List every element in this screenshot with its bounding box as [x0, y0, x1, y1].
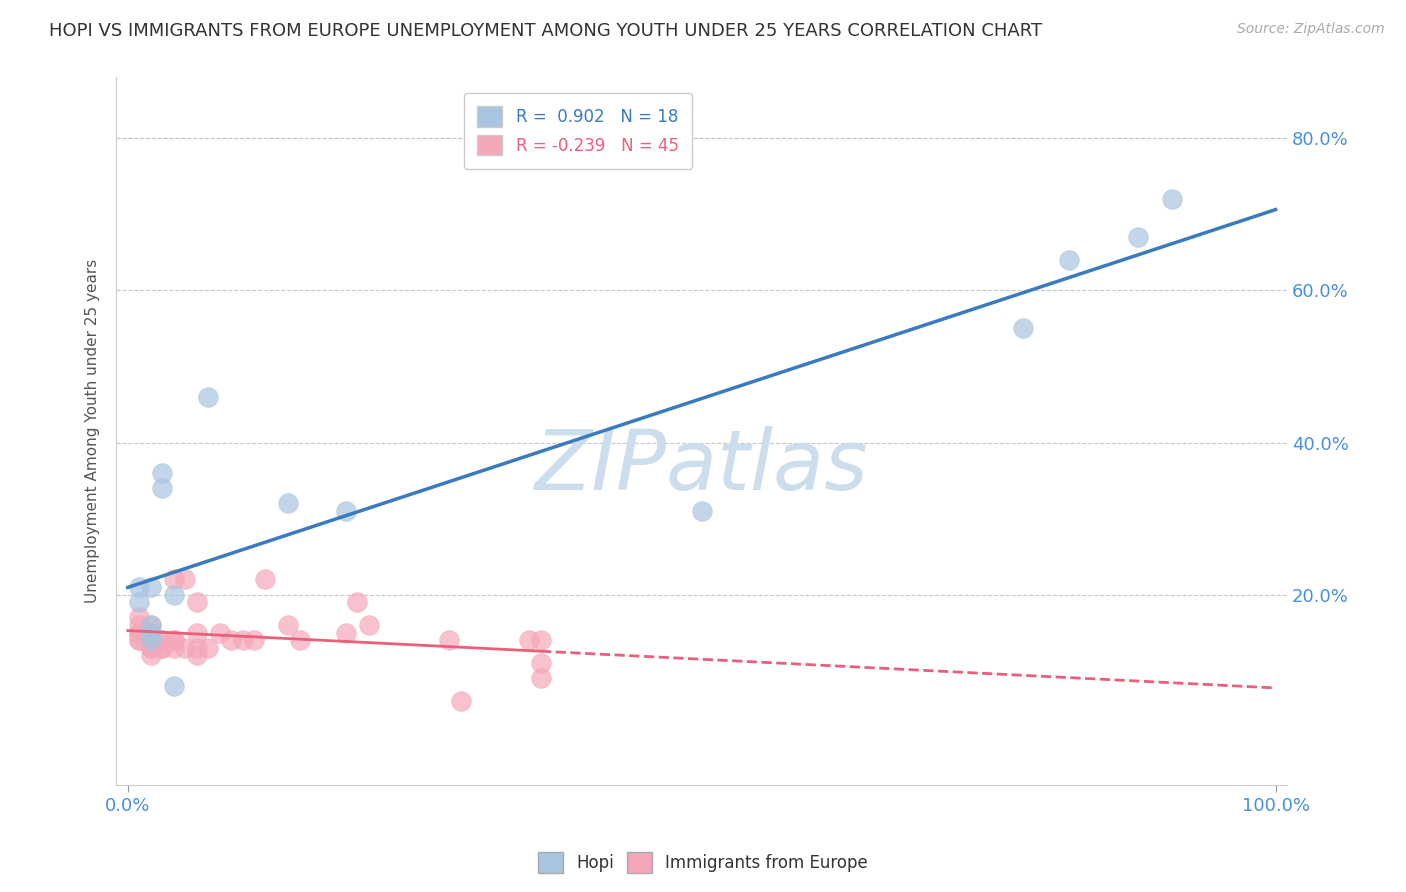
Point	[139, 618, 162, 632]
Point	[163, 633, 186, 648]
Point	[128, 595, 150, 609]
Point	[1012, 321, 1035, 335]
Point	[1161, 192, 1184, 206]
Point	[277, 618, 299, 632]
Point	[163, 640, 186, 655]
Point	[690, 504, 713, 518]
Point	[163, 588, 186, 602]
Point	[288, 633, 311, 648]
Point	[139, 633, 162, 648]
Point	[530, 656, 553, 670]
Point	[186, 648, 208, 663]
Point	[197, 640, 219, 655]
Point	[174, 640, 197, 655]
Point	[254, 573, 277, 587]
Point	[232, 633, 254, 648]
Point	[139, 648, 162, 663]
Point	[208, 625, 231, 640]
Point	[139, 640, 162, 655]
Point	[128, 625, 150, 640]
Point	[150, 640, 173, 655]
Text: ZIPatlas: ZIPatlas	[534, 426, 869, 507]
Point	[128, 633, 150, 648]
Point	[139, 625, 162, 640]
Point	[335, 625, 357, 640]
Point	[128, 610, 150, 624]
Legend: R =  0.902   N = 18, R = -0.239   N = 45: R = 0.902 N = 18, R = -0.239 N = 45	[464, 93, 692, 169]
Point	[530, 671, 553, 685]
Point	[128, 618, 150, 632]
Y-axis label: Unemployment Among Youth under 25 years: Unemployment Among Youth under 25 years	[86, 259, 100, 603]
Point	[139, 618, 162, 632]
Point	[277, 496, 299, 510]
Point	[150, 633, 173, 648]
Point	[150, 466, 173, 480]
Point	[186, 625, 208, 640]
Point	[163, 633, 186, 648]
Point	[163, 573, 186, 587]
Point	[450, 694, 472, 708]
Point	[128, 625, 150, 640]
Point	[139, 640, 162, 655]
Point	[139, 625, 162, 640]
Legend: Hopi, Immigrants from Europe: Hopi, Immigrants from Europe	[531, 846, 875, 880]
Point	[139, 580, 162, 594]
Point	[437, 633, 460, 648]
Text: HOPI VS IMMIGRANTS FROM EUROPE UNEMPLOYMENT AMONG YOUTH UNDER 25 YEARS CORRELATI: HOPI VS IMMIGRANTS FROM EUROPE UNEMPLOYM…	[49, 22, 1042, 40]
Point	[128, 633, 150, 648]
Point	[174, 573, 197, 587]
Point	[139, 625, 162, 640]
Point	[186, 595, 208, 609]
Point	[357, 618, 380, 632]
Point	[243, 633, 266, 648]
Text: Source: ZipAtlas.com: Source: ZipAtlas.com	[1237, 22, 1385, 37]
Point	[128, 625, 150, 640]
Point	[197, 390, 219, 404]
Point	[150, 640, 173, 655]
Point	[128, 580, 150, 594]
Point	[186, 640, 208, 655]
Point	[530, 633, 553, 648]
Point	[1126, 230, 1149, 244]
Point	[139, 633, 162, 648]
Point	[219, 633, 242, 648]
Point	[163, 679, 186, 693]
Point	[1057, 252, 1080, 267]
Point	[150, 633, 173, 648]
Point	[346, 595, 368, 609]
Point	[519, 633, 541, 648]
Point	[150, 481, 173, 495]
Point	[335, 504, 357, 518]
